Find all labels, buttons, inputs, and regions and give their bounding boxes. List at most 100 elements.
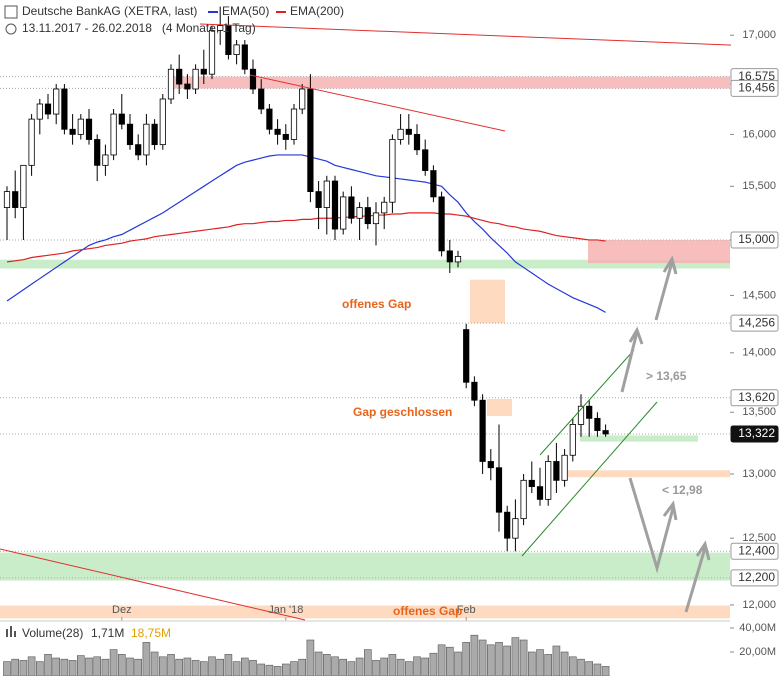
subtitle: 13.11.2017 - 26.02.2018 (4 Monate, 1 Tag… [22, 21, 256, 35]
volume-bar [159, 656, 167, 676]
candle-body [102, 154, 109, 166]
volume-legend: Volume(28) 1,71M 18,75M [6, 626, 171, 640]
level-label: 15,000 [738, 232, 775, 246]
candle-body [471, 381, 478, 401]
candle-body [167, 68, 175, 100]
candle-body [422, 149, 429, 171]
zone [487, 399, 512, 416]
candle-body [77, 118, 84, 135]
volume-bar [339, 658, 348, 676]
candle-body [569, 424, 576, 456]
volume-bar [363, 649, 372, 676]
trend-line [199, 23, 780, 48]
volume-bar [331, 656, 339, 676]
volume-bar [544, 654, 553, 676]
volume-bar [306, 639, 315, 676]
candle-body [389, 139, 396, 203]
volume-bar [101, 658, 110, 676]
level-box [730, 79, 779, 97]
drawings [0, 23, 780, 621]
candle-body [192, 68, 199, 90]
zone [588, 239, 730, 264]
level-label: 16,456 [738, 81, 775, 95]
candle-body [495, 467, 503, 513]
candle-body [446, 250, 453, 263]
annotation: Gap geschlossen [353, 405, 452, 419]
candle-body [200, 68, 207, 75]
candle-body [356, 207, 363, 219]
volume-bar [126, 657, 134, 676]
candle-body [479, 399, 486, 462]
volume-bar [421, 657, 430, 676]
volume-bar [35, 661, 44, 676]
annotation: < 12,98 [662, 483, 703, 497]
ema-line [6, 212, 606, 263]
candle-body [3, 191, 11, 208]
volume-bar [134, 658, 142, 676]
candle-body [545, 461, 552, 500]
legend-label: EMA(200) [290, 4, 344, 18]
volume-bar [437, 644, 446, 676]
volume-bar [577, 658, 585, 676]
volume-bar [372, 660, 380, 676]
candle-body [217, 25, 224, 31]
volume-bar [191, 660, 200, 676]
y-tick-label: 13,500 [742, 406, 776, 418]
legend-label: EMA(50) [222, 4, 269, 18]
candle-body [331, 180, 339, 230]
header: Deutsche BankAG (XETRA, last) EMA(50) EM… [4, 4, 344, 35]
candle-body [372, 212, 380, 225]
volume-bar [347, 661, 356, 676]
volume-bar [273, 666, 282, 676]
candle-body [208, 30, 216, 75]
volume-bar [150, 651, 159, 676]
candle-body [586, 405, 593, 419]
volume-bar [314, 651, 323, 676]
zone [170, 76, 730, 89]
candle-body [299, 88, 306, 110]
level-label: 13,620 [738, 390, 775, 404]
candle-body [307, 88, 314, 192]
candle-body [151, 123, 158, 146]
volume-bar [511, 637, 520, 676]
candle-body [53, 88, 60, 115]
volume-tick-label: 20,00M [739, 646, 776, 658]
volume-bar [249, 660, 257, 676]
volume-bar [183, 657, 192, 676]
volume-bar [142, 642, 151, 676]
y-tick-label: 14,000 [742, 347, 776, 359]
level-box [730, 231, 779, 249]
level-box [730, 314, 779, 332]
icon [6, 629, 8, 637]
zone [0, 259, 730, 269]
volume-bar [265, 664, 274, 676]
volume-bar [429, 652, 438, 676]
candle-body [249, 68, 257, 90]
candle-body [454, 255, 462, 263]
volume-bar [44, 654, 52, 676]
candle-body [110, 113, 117, 156]
candle-body [512, 518, 519, 539]
volume-bar [208, 656, 216, 676]
candle-body [602, 430, 609, 435]
volume-bar [200, 661, 208, 676]
candle-body [340, 196, 347, 230]
candle-body [233, 44, 240, 55]
candle-body [69, 128, 76, 135]
arrows [620, 255, 711, 613]
candle-body [520, 479, 527, 520]
volume-bar [388, 654, 397, 676]
x-tick-label: Jan '18 [268, 604, 303, 616]
candle-body [28, 118, 35, 166]
volume-bar [355, 657, 364, 676]
annotation: offenes Gap [342, 297, 411, 311]
level-box [730, 569, 779, 587]
candle-body [413, 133, 421, 151]
volume-bar [257, 663, 266, 676]
candle-body [258, 88, 265, 110]
volume-bar [527, 651, 536, 676]
y-tick-label: 12,000 [742, 599, 776, 611]
level-label: 14,256 [738, 315, 775, 329]
volume-bar [404, 661, 413, 676]
